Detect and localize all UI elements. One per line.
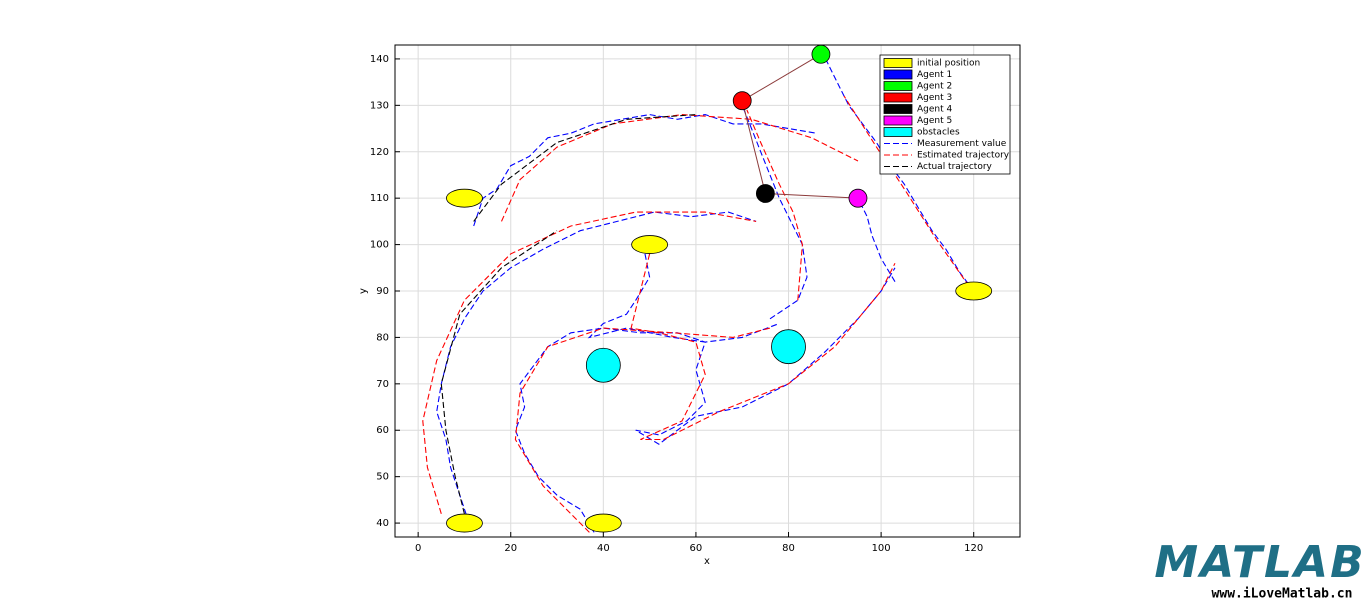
watermark-logo: MATLAB	[1154, 537, 1365, 588]
ellipse-marker	[631, 235, 669, 254]
y-tick-label: 110	[370, 193, 389, 204]
legend-label: Measurement value	[917, 139, 1007, 149]
x-tick-label: 120	[964, 543, 983, 554]
x-tick-label: 100	[872, 543, 891, 554]
legend-label: obstacles	[917, 128, 960, 138]
legend-label: Agent 4	[917, 105, 953, 115]
legend-swatch	[883, 81, 913, 91]
watermark-url: www.iLoveMatlab.cn	[1212, 587, 1353, 602]
legend-swatch	[883, 92, 913, 103]
legend-label: Agent 5	[917, 116, 952, 126]
x-tick-label: 0	[415, 543, 421, 554]
circle-marker	[848, 188, 868, 208]
y-tick-label: 80	[376, 332, 389, 343]
ellipse-marker	[446, 513, 483, 533]
legend-label: Agent 1	[917, 70, 952, 80]
y-tick-label: 70	[376, 379, 389, 390]
y-tick-label: 40	[376, 518, 389, 529]
y-tick-label: 100	[370, 240, 389, 251]
legend-label: initial position	[917, 59, 980, 69]
y-tick-label: 60	[376, 425, 389, 436]
legend-label: Agent 3	[917, 93, 952, 103]
x-axis-label: x	[704, 556, 710, 567]
legend-swatch	[883, 58, 913, 68]
x-tick-label: 80	[782, 543, 795, 554]
y-tick-label: 50	[376, 472, 389, 483]
legend-swatch	[883, 104, 913, 114]
y-axis-label: y	[358, 288, 369, 294]
trajectory-line	[422, 95, 970, 533]
agent-link	[765, 193, 858, 199]
agent-link	[741, 53, 822, 102]
axes-box	[394, 44, 1021, 538]
ellipse-marker	[446, 188, 483, 208]
x-tick-label: 40	[597, 543, 610, 554]
obstacle-marker	[771, 329, 806, 365]
trajectory-line	[440, 114, 696, 514]
y-tick-label: 120	[370, 147, 389, 158]
legend-swatch	[883, 69, 913, 80]
circle-marker	[755, 184, 775, 203]
y-tick-label: 140	[370, 54, 389, 65]
ellipse-marker	[584, 513, 622, 533]
y-tick-label: 90	[376, 286, 389, 297]
legend-label: Actual trajectory	[917, 162, 993, 172]
x-tick-label: 20	[504, 543, 517, 554]
watermark: MATLAB www.iLoveMatlab.cn	[1154, 537, 1365, 602]
legend-label: Agent 2	[917, 82, 952, 92]
y-tick-label: 130	[370, 100, 389, 111]
legend-swatch	[883, 115, 913, 126]
obstacle-marker	[585, 347, 621, 383]
x-tick-label: 60	[690, 543, 703, 554]
circle-marker	[732, 91, 752, 111]
trajectory-line	[436, 58, 975, 533]
ellipse-marker	[955, 281, 993, 301]
agent-link	[741, 100, 766, 194]
legend-label: Estimated trajectory	[917, 151, 1010, 161]
circle-marker	[811, 44, 831, 64]
legend-swatch	[883, 127, 913, 137]
